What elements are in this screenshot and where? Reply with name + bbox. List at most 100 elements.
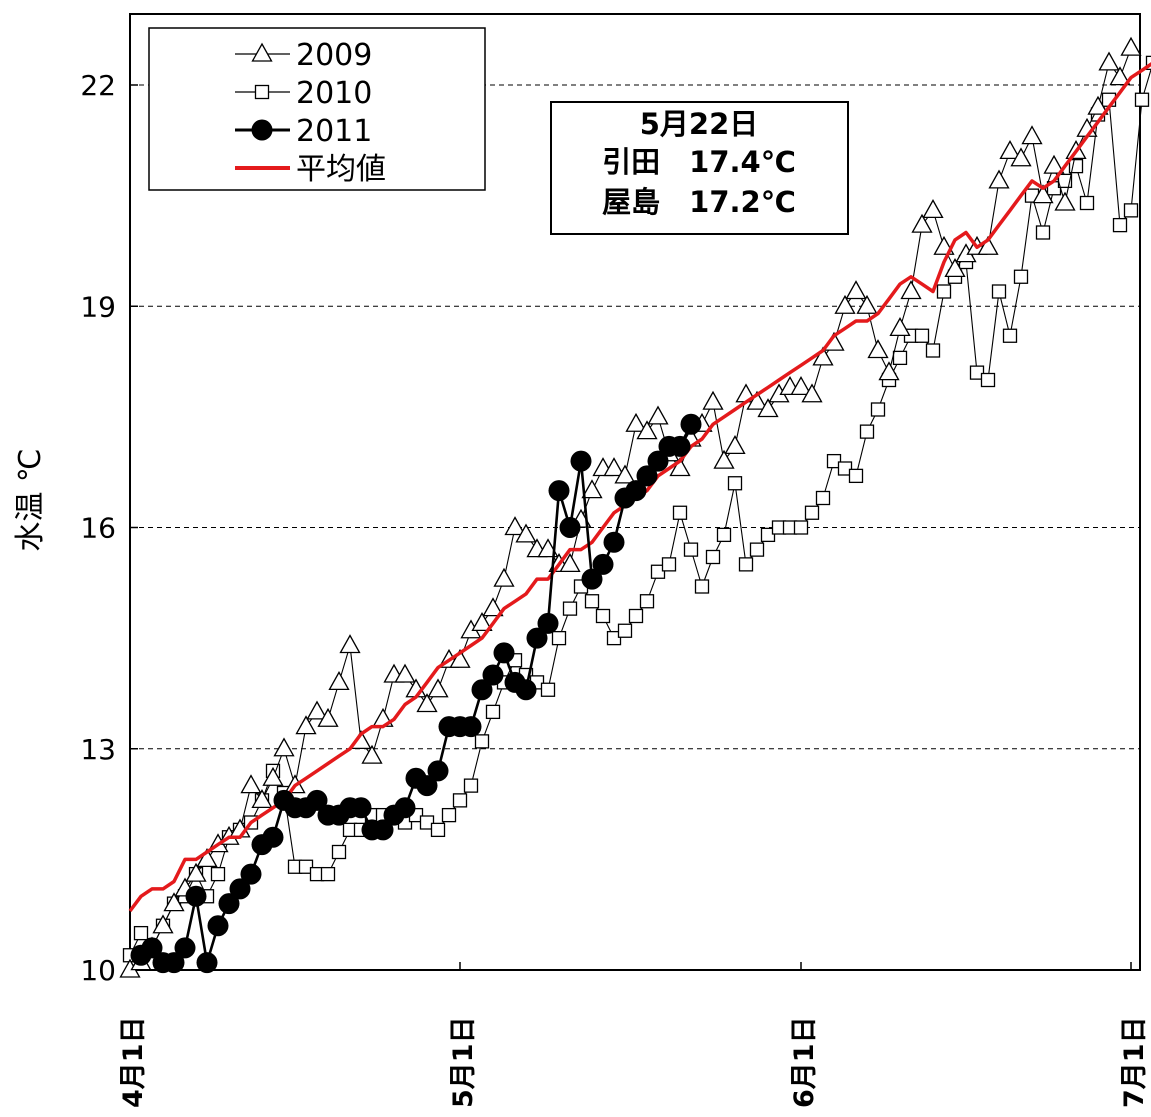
data-point xyxy=(649,407,668,424)
y-tick-label: 13 xyxy=(80,733,116,766)
legend-label: 2010 xyxy=(296,76,372,111)
data-point xyxy=(564,602,577,615)
legend-marker xyxy=(252,120,273,141)
data-point xyxy=(891,318,910,335)
data-point xyxy=(726,436,745,453)
data-point xyxy=(135,927,148,940)
data-point xyxy=(674,506,687,519)
x-tick-label: 4月1日 xyxy=(118,1016,149,1108)
data-point xyxy=(670,436,691,457)
annotation-yashima: 屋島 17.2℃ xyxy=(602,185,796,219)
x-tick-label: 6月1日 xyxy=(789,1016,820,1108)
data-point xyxy=(740,558,753,571)
data-point xyxy=(1125,204,1138,217)
data-point xyxy=(872,403,885,416)
data-point xyxy=(894,351,907,364)
data-point xyxy=(681,414,702,435)
data-point xyxy=(263,827,284,848)
data-point xyxy=(330,672,349,689)
data-point xyxy=(707,551,720,564)
data-point xyxy=(586,595,599,608)
data-point xyxy=(641,595,654,608)
data-point xyxy=(341,636,360,653)
legend-label: 2011 xyxy=(296,114,372,149)
data-point xyxy=(880,363,899,380)
data-point xyxy=(902,282,921,299)
data-point xyxy=(1122,38,1141,55)
data-point xyxy=(696,580,709,593)
data-point xyxy=(538,613,559,634)
data-point xyxy=(322,868,335,881)
data-point xyxy=(454,794,467,807)
data-point xyxy=(806,506,819,519)
data-point xyxy=(560,517,581,538)
data-point xyxy=(242,776,261,793)
y-tick-label: 16 xyxy=(80,512,116,545)
data-point xyxy=(751,543,764,556)
data-point xyxy=(1015,270,1028,283)
data-point xyxy=(432,823,445,836)
data-point xyxy=(817,492,830,505)
legend-label: 平均値 xyxy=(296,152,386,187)
data-point xyxy=(593,554,614,575)
data-point xyxy=(1136,93,1149,106)
data-point xyxy=(571,451,592,472)
data-point xyxy=(604,532,625,553)
y-tick-label: 19 xyxy=(80,290,116,323)
data-point xyxy=(275,739,294,756)
data-point xyxy=(494,642,515,663)
data-point xyxy=(1004,329,1017,342)
data-point xyxy=(428,760,449,781)
data-point xyxy=(542,683,555,696)
data-point xyxy=(1100,53,1119,70)
data-point xyxy=(333,846,346,859)
data-point xyxy=(938,285,951,298)
data-point xyxy=(1081,197,1094,210)
data-point xyxy=(982,374,995,387)
legend-label: 2009 xyxy=(296,38,372,73)
annotation-date: 5月22日 xyxy=(640,107,759,141)
x-tick-label: 5月1日 xyxy=(448,1016,479,1108)
data-point xyxy=(487,705,500,718)
data-point xyxy=(429,680,448,697)
x-tick-label: 7月1日 xyxy=(1119,1016,1150,1108)
data-point xyxy=(850,469,863,482)
annotation-hiketa: 引田 17.4℃ xyxy=(602,145,796,179)
y-tick-label: 10 xyxy=(80,954,116,987)
y-tick-label: 22 xyxy=(80,69,116,102)
data-point xyxy=(924,200,943,217)
data-point xyxy=(795,521,808,534)
data-point xyxy=(597,610,610,623)
y-axis-label: 水温 ℃ xyxy=(13,448,48,551)
data-point xyxy=(993,285,1006,298)
data-point xyxy=(516,679,537,700)
data-point xyxy=(1114,219,1127,232)
data-point xyxy=(553,632,566,645)
data-point xyxy=(197,952,218,973)
data-point xyxy=(927,344,940,357)
data-point xyxy=(729,477,742,490)
data-point xyxy=(175,937,196,958)
data-point xyxy=(476,735,489,748)
data-point xyxy=(685,543,698,556)
data-point xyxy=(465,779,478,792)
data-point xyxy=(395,797,416,818)
data-point xyxy=(443,809,456,822)
data-point xyxy=(212,868,225,881)
data-point xyxy=(1023,127,1042,144)
data-point xyxy=(461,716,482,737)
annotation-box: 5月22日 引田 17.4℃ 屋島 17.2℃ xyxy=(551,102,848,234)
legend-marker xyxy=(256,86,269,99)
data-point xyxy=(1056,193,1075,210)
data-point xyxy=(1037,226,1050,239)
data-point xyxy=(619,624,632,637)
data-point xyxy=(704,392,723,409)
data-point xyxy=(549,480,570,501)
data-point xyxy=(630,610,643,623)
data-point xyxy=(208,915,229,936)
data-point xyxy=(351,797,372,818)
data-point xyxy=(663,558,676,571)
